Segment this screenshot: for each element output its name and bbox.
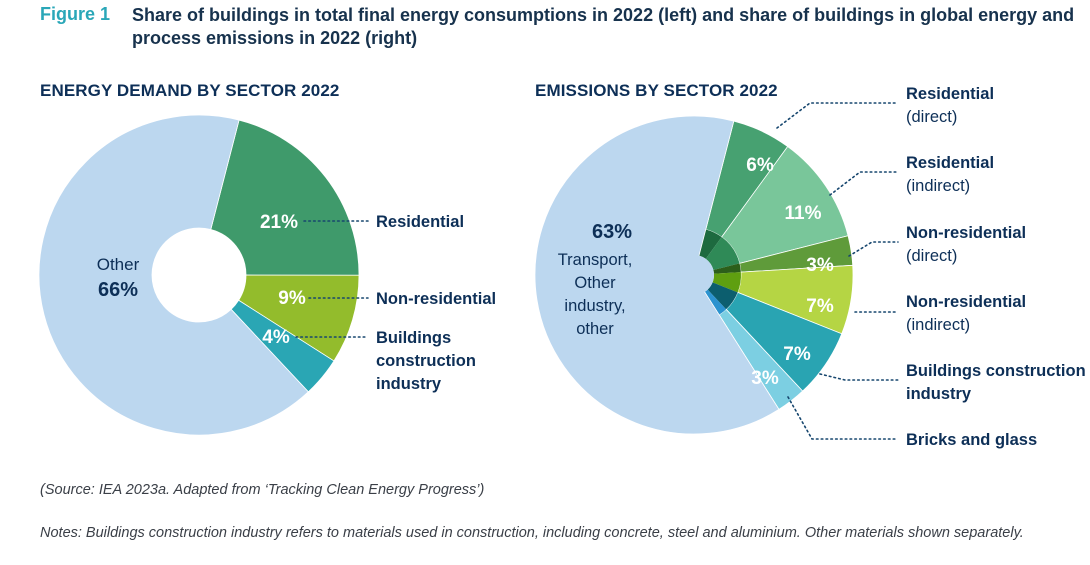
emissions-legend-label-other: Transport, Other industry, other: [558, 251, 633, 338]
emissions-value-label-non-residential-direct: 3%: [806, 255, 834, 276]
emissions-value-label-other: 63%: [592, 221, 632, 243]
emissions-value-label-bricks-and-glass: 3%: [751, 368, 779, 389]
energy-demand-pie: 21% Residential 9% Non-residential 4% Buildin…: [38, 114, 496, 436]
energy-chart-title: ENERGY DEMAND BY SECTOR 2022: [40, 81, 340, 100]
energy-legend-label-other: Other: [97, 255, 140, 274]
energy-legend-label-buildings-construction-industry: Buildings construction industry: [376, 329, 476, 393]
emissions-legend-label-bricks-and-glass: Bricks and glass: [906, 431, 1037, 449]
emissions-legend-label-non-residential-indirect: Non-residential (indirect): [906, 293, 1026, 334]
figure-title: Share of buildings in total final energy…: [132, 5, 1075, 48]
emissions-legend-label-non-residential-direct: Non-residential (direct): [906, 224, 1026, 265]
emissions-leader-non-residential-direct: [848, 241, 899, 257]
emissions-pie: 6% Residential (direct) 11% Residential (indi…: [534, 85, 1086, 449]
emissions-core-residential-indirect: [705, 237, 740, 271]
energy-slice-other: [38, 114, 309, 436]
emissions-leader-residential-indirect: [829, 171, 899, 196]
emissions-chart-title: EMISSIONS BY SECTOR 2022: [535, 81, 778, 100]
source-note: (Source: IEA 2023a. Adapted from ‘Tracki…: [40, 482, 485, 498]
emissions-legend-label-residential-direct: Residential (direct): [906, 85, 994, 126]
emissions-value-label-non-residential-indirect: 7%: [806, 296, 834, 317]
energy-slice-residential: [210, 119, 360, 276]
emissions-legend-label-buildings-construction-industry: Buildings construction industry: [906, 362, 1086, 403]
emissions-core-residential-direct: [699, 229, 722, 259]
figure-label: Figure 1: [40, 4, 111, 24]
notes-text: Notes: Buildings construction industry r…: [40, 525, 1024, 541]
emissions-core-bricks-and-glass: [704, 289, 727, 315]
emissions-leader-bricks-and-glass: [787, 396, 899, 440]
emissions-core-buildings-construction-industry: [707, 282, 738, 310]
emissions-legend-label-residential-indirect: Residential (indirect): [906, 154, 994, 195]
emissions-value-label-buildings-construction-industry: 7%: [783, 344, 811, 365]
energy-value-label-buildings-construction-industry: 4%: [262, 327, 290, 348]
emissions-core-non-residential-indirect: [712, 272, 741, 293]
emissions-value-label-residential-direct: 6%: [746, 155, 774, 176]
energy-legend-label-non-residential: Non-residential: [376, 290, 496, 308]
energy-value-label-residential: 21%: [260, 212, 298, 233]
emissions-leader-residential-direct: [776, 102, 899, 129]
emissions-value-label-residential-indirect: 11%: [785, 203, 822, 224]
emissions-core-non-residential-direct: [713, 263, 741, 274]
energy-value-label-non-residential: 9%: [278, 288, 306, 309]
emissions-leader-buildings-construction-industry: [819, 373, 899, 381]
energy-value-label-other: 66%: [98, 279, 138, 301]
emissions-center-hole: [674, 255, 714, 295]
energy-legend-label-residential: Residential: [376, 213, 464, 231]
emissions-slice-transport-other-industry-other: [534, 115, 780, 435]
